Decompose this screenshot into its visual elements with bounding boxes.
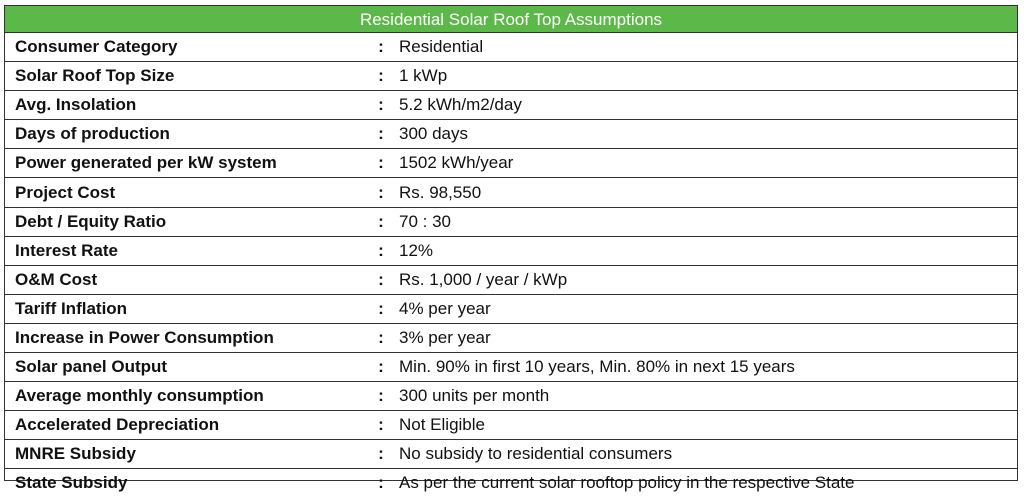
- table-row: Solar Roof Top Size:1 kWp: [5, 61, 1017, 92]
- row-value: As per the current solar rooftop policy …: [399, 473, 855, 493]
- row-separator: :: [365, 207, 397, 237]
- table-row: Debt / Equity Ratio:70 : 30: [5, 207, 1017, 237]
- row-value: Rs. 1,000 / year / kWp: [397, 265, 1017, 295]
- row-value: 1 kWp: [397, 61, 1017, 92]
- row-label: State Subsidy: [15, 473, 128, 493]
- row-label: O&M Cost: [5, 265, 365, 295]
- table-row: Project Cost: Rs. 98,550: [5, 177, 1017, 208]
- table-row: Tariff Inflation:4% per year: [5, 294, 1017, 324]
- row-value: 4% per year: [397, 294, 1017, 324]
- row-label: Days of production: [5, 119, 365, 150]
- assumptions-table-body: Consumer Category: Residential Solar Roof …: [5, 33, 1017, 498]
- row-label: Solar Roof Top Size: [5, 61, 365, 92]
- row-separator: :: [365, 236, 397, 266]
- row-separator: :: [365, 265, 397, 295]
- assumptions-table-container: Residential Solar Roof Top Assumptions C…: [4, 5, 1018, 492]
- row-separator: :: [365, 410, 397, 441]
- row-label: Accelerated Depreciation: [5, 410, 365, 441]
- row-label: Average monthly consumption: [5, 381, 365, 412]
- row-separator: :: [365, 323, 397, 354]
- table-row: Solar panel Output: Min. 90% in first 10 …: [5, 352, 1017, 383]
- row-separator: :: [365, 294, 397, 324]
- table-row: MNRE Subsidy: No subsidy to residential c…: [5, 439, 1017, 470]
- row-separator: :: [365, 61, 397, 92]
- table-title: Residential Solar Roof Top Assumptions: [5, 6, 1017, 33]
- row-label: Power generated per kW system: [5, 148, 365, 179]
- table-row: O&M Cost: Rs. 1,000 / year / kWp: [5, 265, 1017, 295]
- row-label: MNRE Subsidy: [5, 439, 365, 470]
- row-separator: :: [365, 439, 397, 470]
- row-label: Increase in Power Consumption: [5, 323, 365, 354]
- row-separator: :: [365, 148, 397, 179]
- row-value: Min. 90% in first 10 years, Min. 80% in …: [397, 352, 1017, 383]
- row-label: Tariff Inflation: [5, 294, 365, 324]
- row-separator: :: [365, 381, 397, 412]
- row-label: Consumer Category: [5, 33, 365, 63]
- row-label: Debt / Equity Ratio: [5, 207, 365, 237]
- row-separator: :: [365, 352, 397, 383]
- row-value: 300 days: [397, 119, 1017, 150]
- row-value: 12%: [397, 236, 1017, 266]
- row-value: 70 : 30: [397, 207, 1017, 237]
- table-row: Consumer Category: Residential: [5, 33, 1017, 63]
- row-value: 1502 kWh/year: [397, 148, 1017, 179]
- row-label: Interest Rate: [5, 236, 365, 266]
- row-label: Solar panel Output: [5, 352, 365, 383]
- row-value: Residential: [397, 33, 1017, 63]
- table-row: Increase in Power Consumption:3% per yea…: [5, 323, 1017, 354]
- row-separator: :: [365, 90, 397, 121]
- row-label: Avg. Insolation: [5, 90, 365, 121]
- row-separator: :: [365, 177, 397, 208]
- row-value: Not Eligible: [397, 410, 1017, 441]
- row-value: 300 units per month: [397, 381, 1017, 412]
- row-value: No subsidy to residential consumers: [397, 439, 1017, 470]
- row-separator: :: [365, 33, 397, 63]
- table-row: Power generated per kW system:1502 kWh/y…: [5, 148, 1017, 179]
- row-value: 3% per year: [397, 323, 1017, 354]
- assumptions-table: Consumer Category: Residential Solar Roof …: [5, 33, 1017, 498]
- table-row: Avg. Insolation:5.2 kWh/m2/day: [5, 90, 1017, 121]
- row-value: Rs. 98,550: [397, 177, 1017, 208]
- table-row: Average monthly consumption:300 units pe…: [5, 381, 1017, 412]
- row-separator: :: [378, 473, 384, 493]
- row-label: Project Cost: [5, 177, 365, 208]
- row-value: 5.2 kWh/m2/day: [397, 90, 1017, 121]
- table-row: Accelerated Depreciation: Not Eligible: [5, 410, 1017, 441]
- table-row: State Subsidy: As per the current solar r…: [5, 469, 1017, 498]
- row-separator: :: [365, 119, 397, 150]
- table-row: Days of production:300 days: [5, 119, 1017, 150]
- table-row: Interest Rate:12%: [5, 236, 1017, 266]
